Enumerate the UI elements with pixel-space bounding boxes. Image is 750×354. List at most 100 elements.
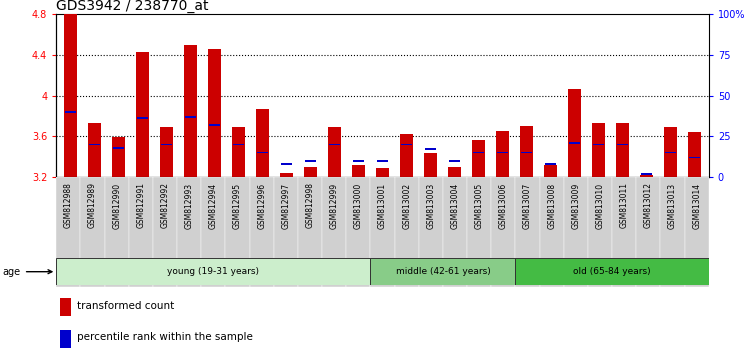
Bar [592, 143, 604, 145]
Text: GSM813001: GSM813001 [378, 183, 387, 229]
Bar [661, 177, 685, 287]
Bar [448, 160, 460, 162]
Bar [424, 153, 437, 177]
Bar [612, 177, 636, 287]
Text: GSM812998: GSM812998 [305, 183, 314, 228]
Bar [328, 127, 341, 177]
Bar [104, 177, 129, 287]
Bar [467, 177, 491, 287]
Bar [544, 163, 556, 165]
Bar [250, 177, 274, 287]
Bar [201, 177, 226, 287]
Bar [688, 156, 700, 158]
Text: percentile rank within the sample: percentile rank within the sample [77, 332, 253, 342]
Bar [65, 111, 76, 113]
Bar [636, 177, 661, 287]
Bar [588, 177, 612, 287]
Bar [177, 177, 201, 287]
Bar [352, 165, 365, 177]
Bar [256, 109, 269, 177]
Bar [233, 143, 244, 145]
Text: GSM813014: GSM813014 [692, 183, 701, 229]
Bar [472, 140, 485, 177]
Bar [616, 143, 628, 145]
Bar [64, 14, 77, 177]
Bar [304, 167, 317, 177]
Bar [443, 177, 467, 287]
Bar [370, 177, 394, 287]
Bar [161, 143, 172, 145]
Bar [424, 148, 436, 150]
Bar [280, 173, 293, 177]
Text: GSM813011: GSM813011 [620, 183, 628, 228]
Bar [370, 258, 515, 285]
Text: GSM813006: GSM813006 [499, 183, 508, 229]
Bar [376, 168, 389, 177]
Bar [136, 52, 149, 177]
Bar [257, 152, 268, 154]
Text: GSM812990: GSM812990 [112, 183, 122, 229]
Text: old (65-84 years): old (65-84 years) [573, 267, 651, 276]
Bar [209, 124, 220, 126]
Bar [59, 330, 71, 348]
Text: GSM812996: GSM812996 [257, 183, 266, 229]
Bar [113, 147, 125, 149]
Bar [274, 177, 298, 287]
Bar [448, 167, 461, 177]
Bar [112, 137, 125, 177]
Bar [568, 142, 580, 144]
Text: GSM812989: GSM812989 [88, 183, 97, 228]
Bar [592, 123, 605, 177]
Bar [80, 177, 104, 287]
Bar [616, 123, 629, 177]
Bar [56, 258, 370, 285]
Bar [346, 177, 370, 287]
Bar [568, 90, 581, 177]
Text: middle (42-61 years): middle (42-61 years) [395, 267, 490, 276]
Bar [491, 177, 515, 287]
Text: GSM813007: GSM813007 [523, 183, 532, 229]
Text: GSM813012: GSM813012 [644, 183, 652, 228]
Bar [394, 177, 418, 287]
Text: young (19-31 years): young (19-31 years) [167, 267, 260, 276]
Text: GSM812997: GSM812997 [281, 183, 290, 229]
Bar [685, 177, 709, 287]
Bar [640, 173, 652, 175]
Bar [281, 163, 292, 165]
Text: GSM813009: GSM813009 [572, 183, 580, 229]
Text: GSM812994: GSM812994 [209, 183, 218, 229]
Text: GSM812991: GSM812991 [136, 183, 146, 228]
Text: GSM812995: GSM812995 [233, 183, 242, 229]
Bar [226, 177, 250, 287]
Bar [56, 177, 80, 287]
Bar [544, 165, 557, 177]
Text: GSM813010: GSM813010 [596, 183, 604, 229]
Bar [88, 123, 101, 177]
Bar [153, 177, 177, 287]
Bar [185, 116, 196, 118]
Text: GDS3942 / 238770_at: GDS3942 / 238770_at [56, 0, 208, 13]
Bar [322, 177, 346, 287]
Bar [688, 132, 701, 177]
Bar [515, 177, 539, 287]
Bar [377, 160, 388, 162]
Bar [232, 127, 245, 177]
Text: age: age [3, 267, 52, 277]
Bar [496, 152, 508, 154]
Text: GSM813005: GSM813005 [475, 183, 484, 229]
Bar [184, 45, 197, 177]
Bar [329, 143, 340, 145]
Text: GSM813002: GSM813002 [402, 183, 411, 229]
Text: transformed count: transformed count [77, 301, 175, 310]
Bar [419, 177, 443, 287]
Bar [564, 177, 588, 287]
Text: GSM812992: GSM812992 [160, 183, 170, 228]
Bar [353, 160, 364, 162]
Bar [496, 131, 509, 177]
Bar [401, 143, 412, 145]
Bar [520, 152, 532, 154]
Bar [298, 177, 322, 287]
Bar [305, 160, 316, 162]
Bar [640, 175, 653, 177]
Text: GSM812999: GSM812999 [330, 183, 339, 229]
